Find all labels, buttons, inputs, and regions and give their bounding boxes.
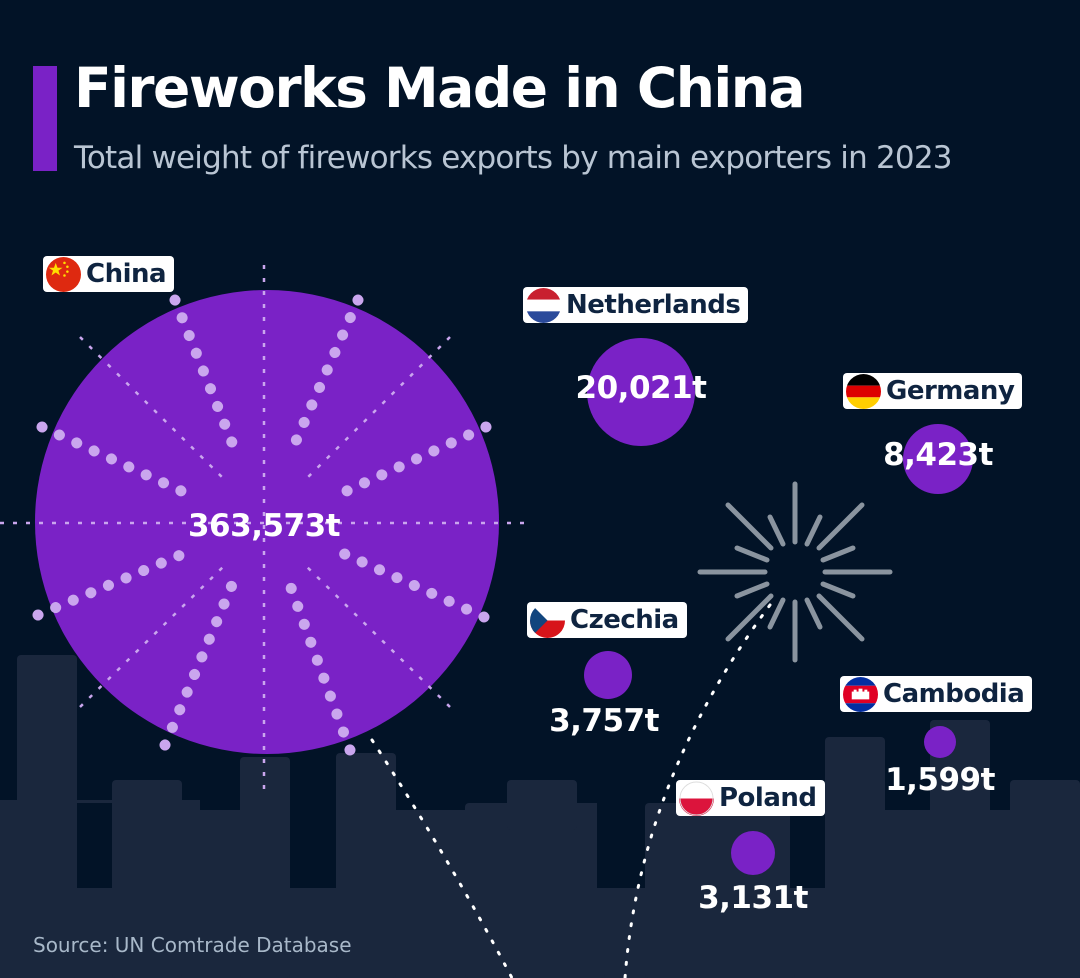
germany-flag-icon [846,373,881,409]
title-accent-bar [33,66,57,171]
czechia-flag-icon [530,602,565,638]
label-czechia: Czechia [527,602,687,638]
china-flag-icon [46,256,81,292]
netherlands-flag-icon [526,287,561,323]
germany-value: 8,423t [883,437,993,473]
label-czechia-text: Czechia [570,605,679,635]
label-poland: Poland [676,780,825,816]
label-cambodia: Cambodia [840,676,1033,712]
source-note: Source: UN Comtrade Database [33,933,352,957]
chart-title: Fireworks Made in China [74,56,806,120]
label-germany-text: Germany [886,376,1015,406]
label-china: China [43,256,175,292]
chart-subtitle: Total weight of fireworks exports by mai… [74,140,953,176]
china-bubble [0,265,525,790]
cambodia-flag-icon [843,676,878,712]
cambodia-value: 1,599t [885,762,995,798]
label-cambodia-text: Cambodia [883,679,1025,709]
netherlands-bubble [587,338,695,446]
label-germany: Germany [843,373,1023,409]
poland-value: 3,131t [698,880,808,916]
czechia-value: 3,757t [549,703,659,739]
czechia-bubble [584,651,632,699]
netherlands-value: 20,021t [575,370,707,406]
china-value: 363,573t [187,508,341,544]
poland-bubble [731,831,775,875]
label-netherlands: Netherlands [523,287,749,323]
poland-flag-icon [679,780,714,816]
germany-bubble [903,424,973,494]
label-poland-text: Poland [719,783,817,813]
firework-burst-icon [697,481,893,663]
cambodia-bubble [924,726,956,758]
label-netherlands-text: Netherlands [566,290,741,320]
label-china-text: China [86,259,167,289]
